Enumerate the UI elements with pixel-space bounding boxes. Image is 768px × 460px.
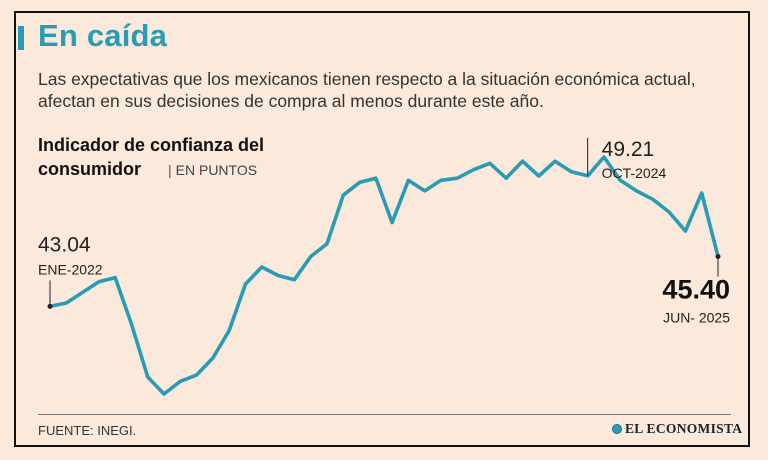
annotation-value: 45.40 xyxy=(662,274,730,304)
publisher-logo: EL ECONOMISTA xyxy=(612,421,742,437)
globe-icon xyxy=(612,424,622,434)
annotation-value: 43.04 xyxy=(38,233,91,256)
annotation-label: OCT-2024 xyxy=(602,165,667,181)
chart-title: Indicador de confianza del consumidor xyxy=(38,135,265,179)
chart-units: | EN PUNTOS xyxy=(168,162,257,178)
footer-divider xyxy=(38,414,731,415)
units-label: EN PUNTOS xyxy=(175,162,258,178)
source-note: FUENTE: INEGI. xyxy=(38,423,137,438)
annotation-dot xyxy=(47,303,53,309)
page-title: En caída xyxy=(38,18,168,53)
title-accent-bar xyxy=(18,26,24,50)
annotation-label: ENE-2022 xyxy=(38,261,103,277)
annotation-value: 49.21 xyxy=(602,138,655,161)
logo-text: EL ECONOMISTA xyxy=(625,421,743,436)
series-line xyxy=(48,155,720,396)
units-separator: | xyxy=(168,162,172,178)
chart-frame xyxy=(14,11,750,447)
page-subtitle: Las expectativas que los mexicanos tiene… xyxy=(38,69,696,111)
annotation-label: JUN- 2025 xyxy=(663,309,730,325)
